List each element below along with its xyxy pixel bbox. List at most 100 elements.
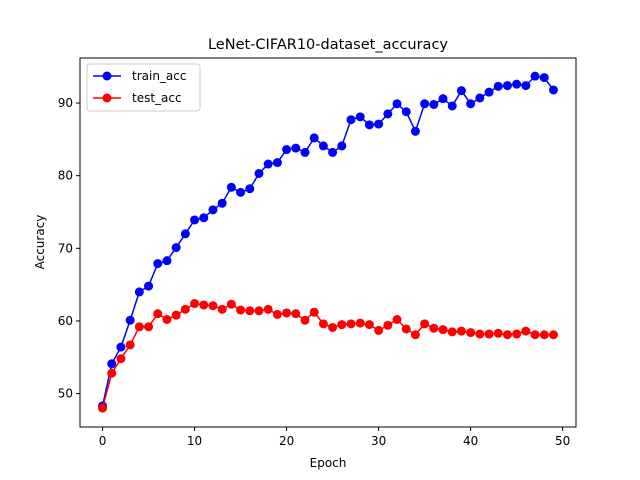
y-tick-label: 80 (58, 169, 73, 183)
data-point-test-acc (199, 300, 209, 310)
data-point-train-acc (254, 168, 264, 178)
data-point-test-acc (190, 299, 200, 309)
data-point-train-acc (171, 243, 181, 253)
data-point-test-acc (502, 330, 512, 340)
series-layer (98, 71, 558, 413)
data-point-test-acc (374, 325, 384, 335)
data-point-train-acc (199, 213, 209, 223)
data-point-test-acc (456, 326, 466, 336)
data-point-train-acc (144, 281, 154, 291)
data-point-train-acc (272, 158, 282, 168)
data-point-test-acc (539, 330, 549, 340)
data-point-test-acc (217, 304, 227, 314)
data-point-train-acc (521, 81, 531, 91)
data-point-test-acc (438, 325, 448, 335)
data-point-train-acc (475, 93, 485, 103)
data-point-train-acc (456, 86, 466, 96)
data-point-test-acc (171, 310, 181, 320)
data-point-train-acc (466, 99, 476, 109)
data-point-train-acc (438, 94, 448, 104)
data-point-test-acc (125, 340, 135, 350)
data-point-test-acc (364, 320, 374, 330)
data-point-train-acc (162, 256, 172, 266)
data-point-test-acc (153, 309, 163, 319)
data-point-test-acc (447, 327, 457, 337)
legend-marker-test-acc (102, 93, 112, 103)
data-point-test-acc (272, 309, 282, 319)
data-point-train-acc (217, 198, 227, 208)
data-point-train-acc (447, 101, 457, 111)
data-point-train-acc (346, 115, 356, 125)
data-point-train-acc (309, 133, 319, 143)
data-point-test-acc (263, 304, 273, 314)
data-point-test-acc (226, 299, 236, 309)
data-point-test-acc (475, 329, 485, 339)
y-axis-title: Accuracy (33, 215, 47, 270)
data-point-train-acc (548, 85, 558, 95)
data-point-train-acc (392, 99, 402, 109)
data-point-train-acc (374, 119, 384, 129)
data-point-test-acc (208, 301, 218, 311)
data-point-test-acc (245, 306, 255, 316)
data-point-test-acc (300, 315, 310, 325)
data-point-train-acc (502, 81, 512, 91)
plot-frame (79, 57, 577, 428)
data-point-train-acc (282, 145, 292, 155)
x-tick-label: 10 (187, 434, 202, 448)
data-point-train-acc (291, 143, 301, 153)
plot-area (80, 58, 576, 427)
data-point-test-acc (328, 322, 338, 332)
data-point-train-acc (337, 141, 347, 151)
data-point-test-acc (530, 330, 540, 340)
x-tick-label: 0 (99, 434, 107, 448)
data-point-train-acc (420, 99, 430, 109)
data-point-train-acc (484, 87, 494, 97)
data-point-train-acc (530, 71, 540, 81)
data-point-train-acc (116, 342, 126, 352)
series-test-acc (98, 299, 558, 413)
series-train-acc (98, 71, 558, 411)
data-point-train-acc (190, 215, 200, 225)
y-tick-label: 90 (58, 96, 73, 110)
data-point-train-acc (318, 141, 328, 151)
data-point-train-acc (493, 81, 503, 91)
data-point-train-acc (300, 147, 310, 157)
data-point-test-acc (309, 307, 319, 317)
data-point-test-acc (401, 324, 411, 334)
data-point-test-acc (484, 329, 494, 339)
data-point-train-acc (125, 315, 135, 325)
data-point-test-acc (254, 306, 264, 316)
data-point-train-acc (153, 259, 163, 269)
data-point-train-acc (539, 73, 549, 83)
x-tick-label: 30 (371, 434, 386, 448)
y-tick-label: 60 (58, 314, 73, 328)
x-axis-title: Epoch (310, 456, 347, 470)
x-tick-label: 50 (555, 434, 570, 448)
data-point-train-acc (401, 107, 411, 117)
data-point-test-acc (346, 319, 356, 329)
data-point-test-acc (521, 326, 531, 336)
data-point-train-acc (245, 184, 255, 194)
data-point-test-acc (144, 322, 154, 332)
data-point-test-acc (337, 320, 347, 330)
data-point-test-acc (291, 309, 301, 319)
legend-label-test-acc: test_acc (132, 91, 182, 105)
data-point-test-acc (107, 368, 117, 378)
data-point-train-acc (226, 182, 236, 192)
data-point-test-acc (318, 319, 328, 329)
data-point-test-acc (134, 322, 144, 332)
data-point-test-acc (383, 320, 393, 330)
data-point-train-acc (180, 229, 190, 239)
data-point-test-acc (355, 318, 365, 328)
data-point-test-acc (548, 330, 558, 340)
data-point-train-acc (107, 359, 117, 369)
data-point-test-acc (429, 323, 439, 333)
data-point-test-acc (466, 328, 476, 338)
legend-marker-train-acc (102, 71, 112, 81)
data-point-test-acc (410, 330, 420, 340)
data-point-test-acc (116, 354, 126, 364)
data-point-test-acc (392, 314, 402, 324)
data-point-test-acc (236, 305, 246, 315)
data-point-test-acc (512, 329, 522, 339)
data-point-train-acc (512, 79, 522, 89)
